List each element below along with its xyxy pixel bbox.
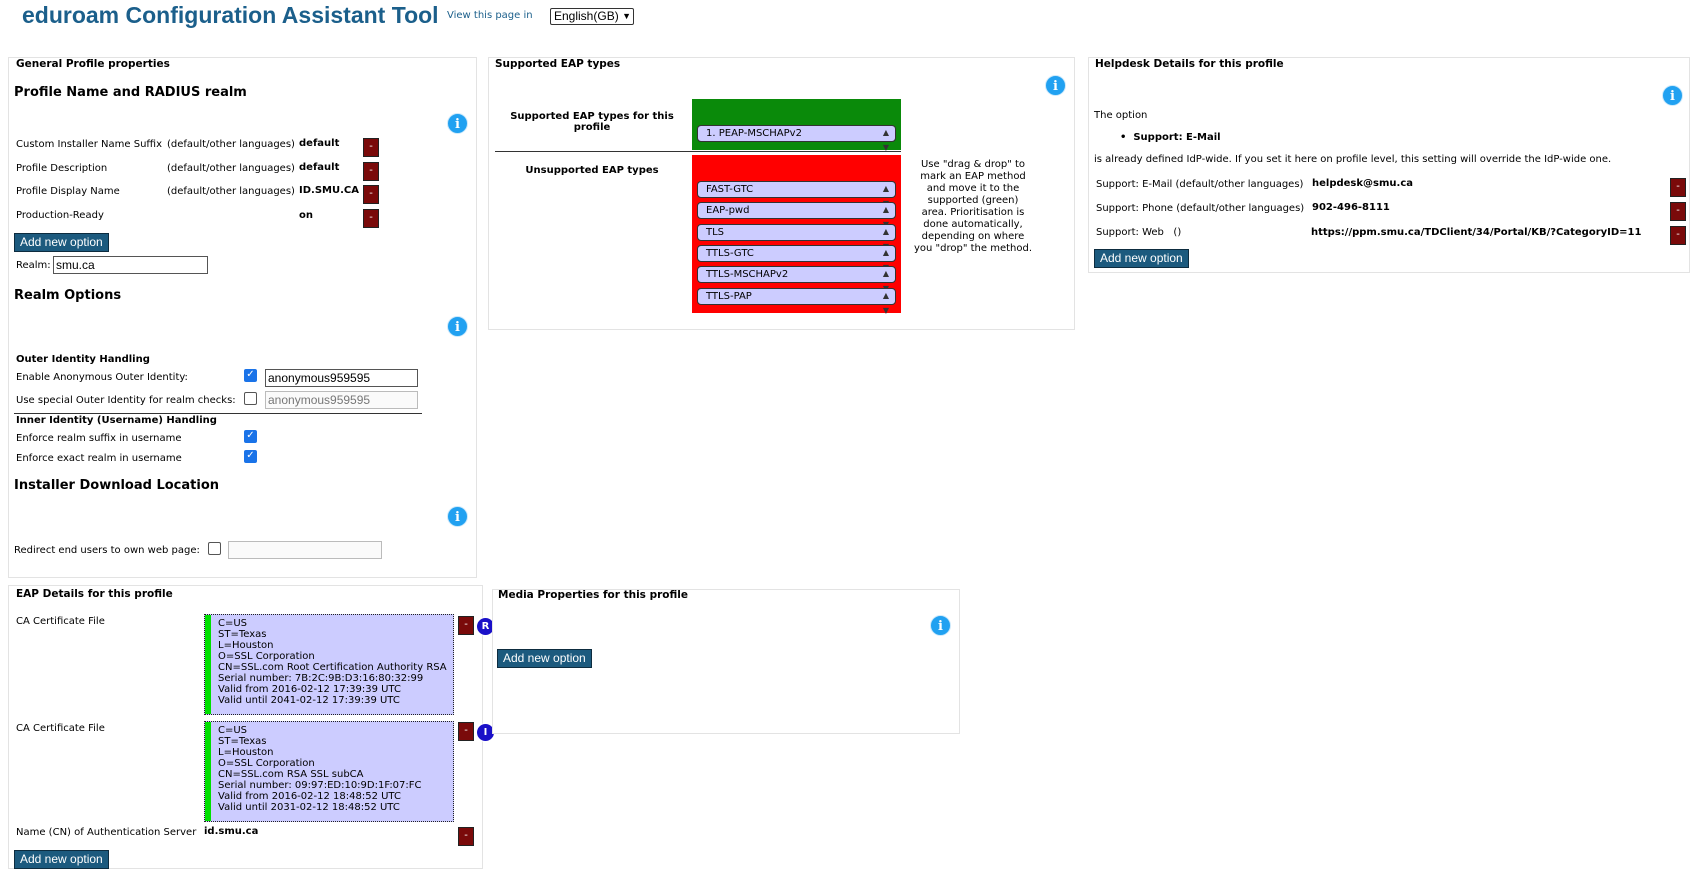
helpdesk-legend: Helpdesk Details for this profile: [1095, 58, 1284, 70]
support-web-value: https://ppm.smu.ca/TDClient/34/Portal/KB…: [1311, 227, 1642, 238]
realm-suffix-checkbox[interactable]: ✓: [244, 430, 257, 443]
ca-certificate-label: CA Certificate File: [16, 616, 105, 627]
anonymous-identity-checkbox[interactable]: ✓: [244, 369, 257, 382]
profile-description-lang: (default/other languages): [167, 163, 295, 174]
info-icon[interactable]: i: [930, 615, 951, 636]
realm-input[interactable]: smu.ca: [53, 256, 208, 274]
installer-download-heading: Installer Download Location: [14, 478, 220, 493]
eap-method-item[interactable]: TLS▲▼: [697, 224, 896, 251]
special-outer-identity-label: Use special Outer Identity for realm che…: [16, 395, 236, 406]
supported-eap-label: Supported EAP types for this profile: [510, 111, 674, 133]
language-label: View this page in: [447, 10, 533, 21]
page-title: eduroam Configuration Assistant Tool: [22, 2, 439, 28]
server-name-value: id.smu.ca: [204, 826, 259, 837]
info-icon[interactable]: i: [1045, 75, 1066, 96]
realm-suffix-label: Enforce realm suffix in username: [16, 433, 182, 444]
installer-suffix-label: Custom Installer Name Suffix: [16, 139, 162, 150]
special-outer-identity-checkbox[interactable]: [244, 392, 257, 405]
support-email-label: Support: E-Mail (default/other languages…: [1096, 179, 1304, 190]
certificate-status-bar: [205, 722, 211, 821]
redirect-checkbox[interactable]: [208, 542, 221, 555]
delete-profile-description-button[interactable]: -: [363, 162, 379, 181]
helpdesk-panel: [1088, 57, 1690, 273]
redirect-label: Redirect end users to own web page:: [14, 545, 200, 556]
divider: [14, 413, 422, 414]
eap-method-item[interactable]: 1. PEAP-MSCHAPv2 ▲ ▼: [697, 125, 896, 152]
eap-method-item[interactable]: TTLS-MSCHAPv2▲▼: [697, 266, 896, 293]
installer-suffix-value: default: [299, 138, 340, 149]
redirect-url-input[interactable]: [228, 541, 382, 559]
production-ready-value: on: [299, 210, 313, 221]
divider: [495, 151, 901, 152]
ca-certificate-box: C=US ST=Texas L=Houston O=SSL Corporatio…: [204, 614, 454, 715]
eap-method-item[interactable]: EAP-pwd▲▼: [697, 202, 896, 229]
ca-certificate-box: C=US ST=Texas L=Houston O=SSL Corporatio…: [204, 721, 454, 822]
chevron-down-icon: ▼: [622, 11, 631, 21]
helpdesk-option-note: is already defined IdP-wide. If you set …: [1094, 154, 1612, 165]
support-phone-label: Support: Phone (default/other languages): [1096, 203, 1305, 214]
general-profile-panel: [8, 57, 477, 578]
eap-types-legend: Supported EAP types: [495, 58, 621, 70]
server-name-label: Name (CN) of Authentication Server: [16, 827, 197, 838]
profile-display-name-value: ID.SMU.CA: [299, 185, 359, 196]
ca-certificate-label: CA Certificate File: [16, 723, 105, 734]
general-profile-legend: General Profile properties: [16, 58, 170, 70]
add-option-button[interactable]: Add new option: [14, 233, 109, 252]
sort-arrows-icon: ▲▼: [882, 291, 889, 315]
inner-identity-heading: Inner Identity (Username) Handling: [16, 415, 217, 426]
info-icon[interactable]: i: [447, 113, 468, 134]
anonymous-identity-label: Enable Anonymous Outer Identity:: [16, 372, 188, 383]
delete-production-ready-button[interactable]: -: [363, 209, 379, 228]
language-select[interactable]: English(GB) ▼: [550, 8, 634, 25]
delete-support-web-button[interactable]: -: [1670, 226, 1686, 245]
installer-suffix-lang: (default/other languages): [167, 139, 295, 150]
profile-description-value: default: [299, 162, 340, 173]
eap-method-item[interactable]: TTLS-GTC▲▼: [697, 245, 896, 272]
realm-options-heading: Realm Options: [14, 288, 122, 303]
helpdesk-option-item: • Support: E-Mail: [1120, 132, 1221, 143]
add-option-button[interactable]: Add new option: [14, 850, 109, 869]
realm-label: Realm:: [16, 260, 51, 271]
certificate-status-bar: [205, 615, 211, 714]
root-certificate-badge: R: [476, 617, 495, 636]
exact-realm-checkbox[interactable]: ✓: [244, 450, 257, 463]
support-email-value: helpdesk@smu.ca: [1312, 178, 1413, 189]
sort-arrows-icon: ▲▼: [882, 128, 889, 152]
support-phone-value: 902-496-8111: [1312, 202, 1390, 213]
delete-server-name-button[interactable]: -: [458, 827, 474, 846]
delete-installer-suffix-button[interactable]: -: [363, 138, 379, 157]
info-icon[interactable]: i: [447, 506, 468, 527]
info-icon[interactable]: i: [447, 316, 468, 337]
support-web-label: Support: Web (): [1096, 227, 1182, 238]
info-icon[interactable]: i: [1662, 85, 1683, 106]
exact-realm-label: Enforce exact realm in username: [16, 453, 182, 464]
anonymous-identity-input[interactable]: anonymous959595: [265, 369, 418, 387]
delete-profile-display-name-button[interactable]: -: [363, 185, 379, 204]
delete-ca-certificate-button[interactable]: -: [458, 722, 474, 741]
eap-method-item[interactable]: FAST-GTC▲▼: [697, 181, 896, 208]
profile-display-name-lang: (default/other languages): [167, 186, 295, 197]
delete-support-phone-button[interactable]: -: [1670, 202, 1686, 221]
special-outer-identity-input[interactable]: anonymous959595: [265, 391, 418, 409]
delete-support-email-button[interactable]: -: [1670, 178, 1686, 197]
profile-name-heading: Profile Name and RADIUS realm: [14, 85, 247, 100]
media-properties-legend: Media Properties for this profile: [498, 589, 688, 601]
outer-identity-heading: Outer Identity Handling: [16, 354, 150, 365]
eap-drag-drop-help: Use "drag & drop" to mark an EAP method …: [913, 159, 1033, 254]
eap-details-legend: EAP Details for this profile: [16, 588, 173, 600]
unsupported-eap-label: Unsupported EAP types: [525, 165, 659, 176]
profile-display-name-label: Profile Display Name: [16, 186, 120, 197]
profile-description-label: Profile Description: [16, 163, 108, 174]
eap-method-item[interactable]: TTLS-PAP ▲ ▼: [697, 288, 896, 315]
add-option-button[interactable]: Add new option: [1094, 249, 1189, 268]
helpdesk-option-intro: The option: [1094, 110, 1148, 121]
language-selected-value: English(GB): [554, 9, 619, 23]
delete-ca-certificate-button[interactable]: -: [458, 616, 474, 635]
add-option-button[interactable]: Add new option: [497, 649, 592, 668]
production-ready-label: Production-Ready: [16, 210, 104, 221]
